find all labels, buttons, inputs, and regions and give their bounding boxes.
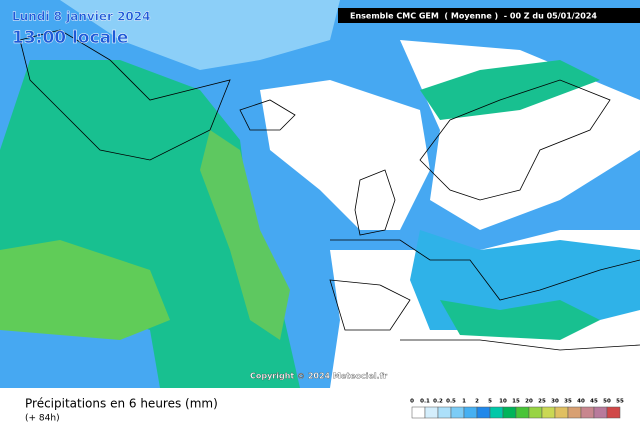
- precip-area: [0, 240, 170, 340]
- legend-swatch: [554, 406, 569, 419]
- copyright: Copyright © 2024 Meteociel.fr: [250, 372, 387, 381]
- legend-label: 0: [410, 399, 414, 405]
- legend-swatch: [593, 406, 608, 419]
- legend-label: 30: [551, 399, 559, 405]
- legend-label: 20: [525, 399, 533, 405]
- time-label: 13:00 locale: [12, 28, 128, 48]
- legend-label: 10: [499, 399, 507, 405]
- legend-swatch: [515, 406, 530, 419]
- legend-swatch: [606, 406, 621, 419]
- legend-label: 0.2: [433, 399, 443, 405]
- footer-title: Précipitations en 6 heures (mm): [25, 397, 218, 411]
- legend-label: 0.5: [446, 399, 456, 405]
- legend-swatch: [437, 406, 452, 419]
- legend-label: 5: [488, 399, 492, 405]
- legend-swatch: [411, 406, 426, 419]
- date-label: Lundi 8 janvier 2024: [12, 10, 150, 24]
- legend-label: 1: [462, 399, 466, 405]
- precip-area: [200, 130, 290, 340]
- legend-label: 2: [475, 399, 479, 405]
- precip-area: [0, 0, 340, 70]
- legend-label: 40: [577, 399, 585, 405]
- model-label: Ensemble CMC GEM ( Moyenne ) - 00 Z du 0…: [350, 12, 597, 21]
- legend-label: 55: [616, 399, 624, 405]
- coastlines: [19, 29, 640, 351]
- map: [0, 0, 640, 388]
- legend-swatch: [489, 406, 504, 419]
- legend-swatch: [450, 406, 465, 419]
- model-box: [338, 8, 640, 23]
- lead-time: (+ 84h): [25, 414, 60, 424]
- legend-swatch: [463, 406, 478, 419]
- precip-area: [440, 300, 600, 340]
- legend-swatch: [567, 406, 582, 419]
- legend-label: 45: [590, 399, 598, 405]
- legend-label: 0.1: [420, 399, 430, 405]
- dry-area: [260, 80, 430, 230]
- legend-swatch: [541, 406, 556, 419]
- precip-area: [420, 60, 600, 120]
- legend-swatch: [424, 406, 439, 419]
- legend-label: 35: [564, 399, 572, 405]
- legend-swatch: [502, 406, 517, 419]
- legend-swatch: [580, 406, 595, 419]
- legend: 0 0.1 0.2 0.5 1 2 5 10 15 20 25 30 35 40 45 50 55: [410, 399, 624, 419]
- legend-swatch: [476, 406, 491, 419]
- legend-label: 25: [538, 399, 546, 405]
- legend-label: 50: [603, 399, 611, 405]
- legend-label: 15: [512, 399, 520, 405]
- legend-swatch: [528, 406, 543, 419]
